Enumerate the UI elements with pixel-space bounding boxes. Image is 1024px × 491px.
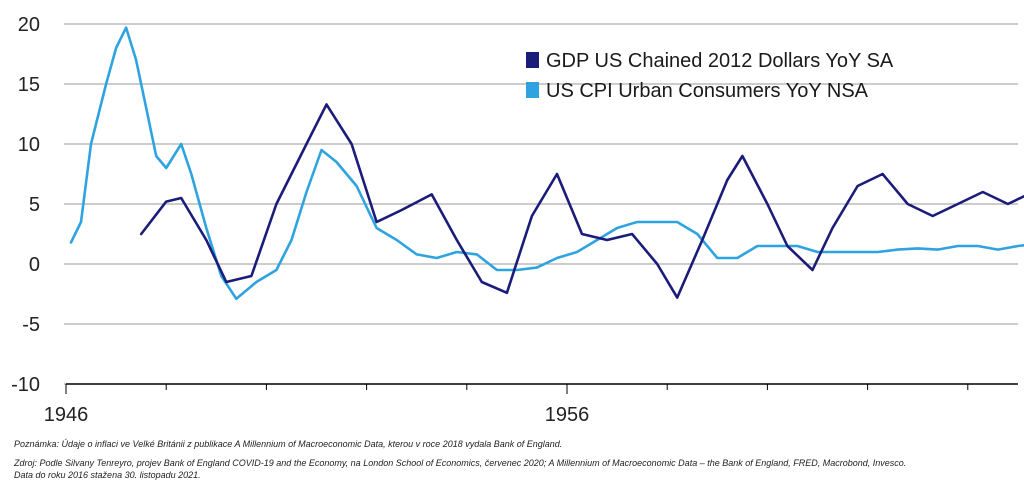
- legend-swatch-cpi: [526, 82, 539, 98]
- x-tick-label: 1946: [44, 404, 89, 426]
- series-line-gdp: [139, 103, 1024, 299]
- y-tick-label: -10: [11, 374, 40, 396]
- y-tick-label: 15: [18, 74, 40, 96]
- y-tick-label: 20: [18, 14, 40, 36]
- series-layer: [69, 26, 1024, 301]
- legend: GDP US Chained 2012 Dollars YoY SA US CPI…: [526, 50, 894, 102]
- y-tick-label: 10: [18, 134, 40, 156]
- data-date-footnote: Data do roku 2016 stažena 30. listopadu …: [14, 470, 201, 480]
- y-tick-label: 5: [29, 194, 40, 216]
- y-tick-label: 0: [29, 254, 40, 276]
- legend-swatch-gdp: [526, 52, 539, 68]
- legend-label-cpi: US CPI Urban Consumers YoY NSA: [546, 80, 869, 102]
- series-line-cpi: [69, 26, 1024, 301]
- x-tick-label: 1956: [545, 404, 590, 426]
- note-footnote: Poznámka: Údaje o inflaci ve Velké Britá…: [14, 439, 563, 449]
- legend-label-gdp: GDP US Chained 2012 Dollars YoY SA: [546, 50, 894, 72]
- x-axis: 19461956196619761986199620062016: [44, 383, 1018, 426]
- y-tick-label: -5: [22, 314, 40, 336]
- source-footnote: Zdroj: Podle Silvany Tenreyro, projev Ba…: [14, 458, 907, 468]
- gridlines: [64, 23, 1018, 385]
- y-axis-ticks: 20 15 10 5 0 -5 -10: [11, 14, 40, 396]
